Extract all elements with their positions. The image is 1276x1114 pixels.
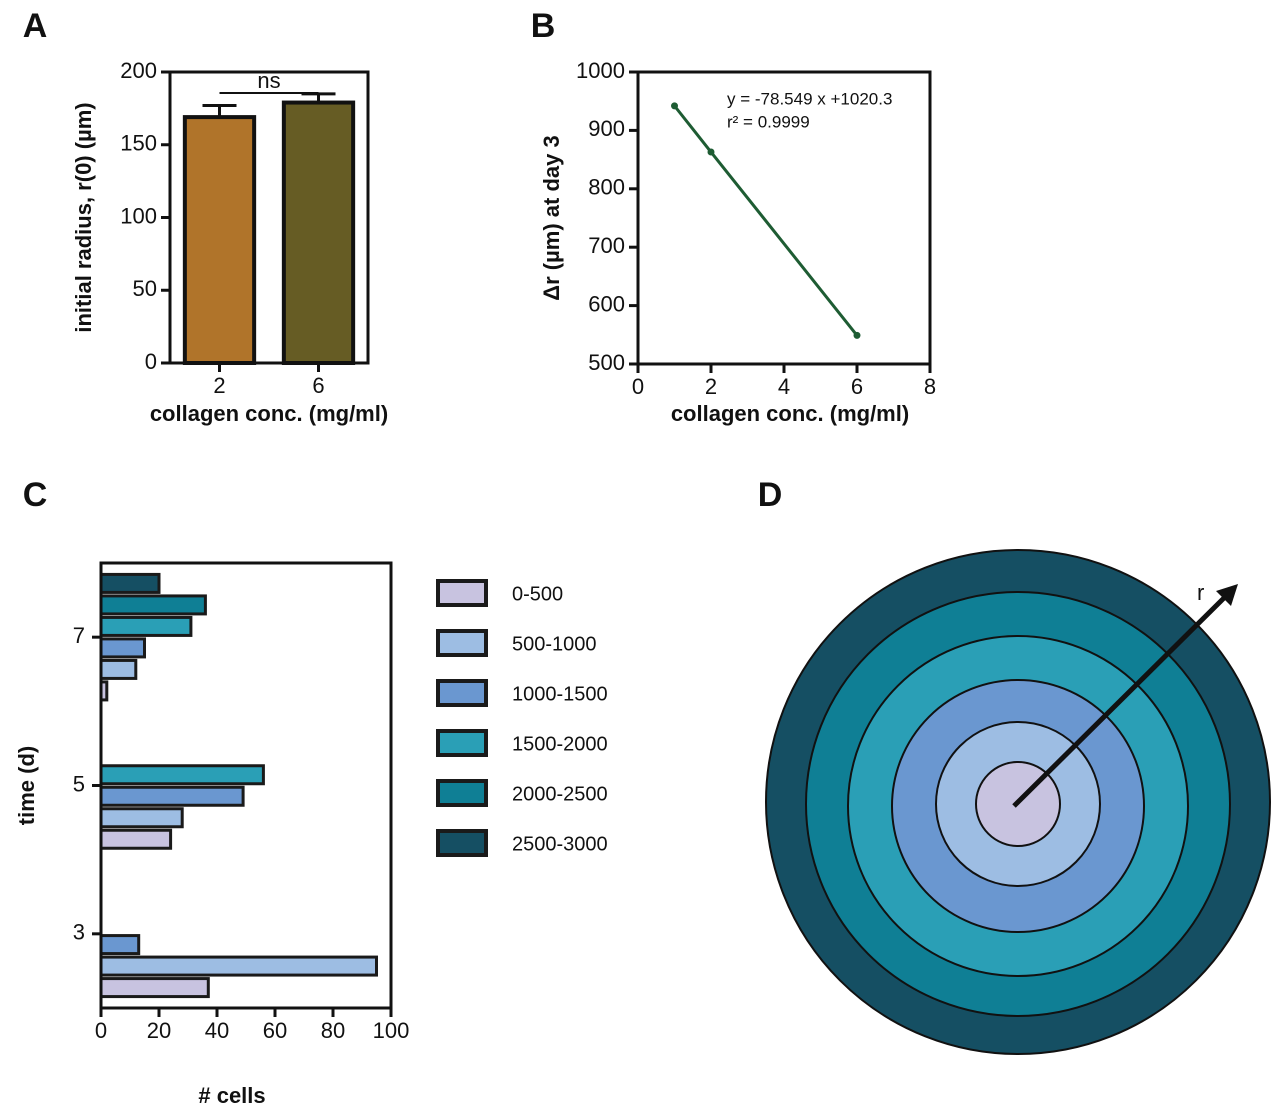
panel-label: A (23, 7, 48, 45)
point (853, 331, 861, 339)
bar (182, 115, 257, 366)
legend-label: 2000-2500 (512, 783, 608, 805)
arrow-head (1216, 584, 1238, 606)
y-tick-label: 0 (145, 349, 157, 374)
y-tick-label: 1000 (576, 58, 625, 83)
y-tick-label: 3 (73, 920, 85, 945)
x-tick-label: 60 (263, 1018, 287, 1043)
x-axis-label: collagen conc. (mg/ml) (671, 401, 909, 426)
x-tick-label: 2 (705, 374, 717, 399)
plot-frame (99, 561, 393, 1010)
y-axis-label: initial radius, r(0) (µm) (71, 102, 96, 332)
diagram-label: r (1197, 580, 1204, 605)
panel-label: B (531, 7, 556, 45)
bar (99, 658, 138, 680)
x-tick-label: 20 (147, 1018, 171, 1043)
y-tick-label: 50 (133, 276, 157, 301)
x-axis-label: # cells (198, 1083, 265, 1108)
legend-label: 0-500 (512, 583, 563, 605)
x-tick-label: 100 (373, 1018, 410, 1043)
legend-label: 1000-1500 (512, 683, 608, 705)
x-tick-label: 2 (213, 373, 225, 398)
bar (99, 977, 210, 999)
legend-label: 1500-2000 (512, 733, 608, 755)
y-tick-label: 900 (588, 116, 625, 141)
panel-label: D (758, 476, 783, 514)
point (671, 102, 678, 110)
line (673, 104, 859, 337)
bar (99, 955, 378, 977)
legend-swatch (436, 629, 488, 657)
bar (99, 764, 265, 786)
x-tick-label: 8 (924, 374, 936, 399)
x-tick-label: 0 (632, 374, 644, 399)
bar (99, 615, 193, 637)
y-tick-label: 200 (120, 58, 157, 83)
equation: y = -78.549 x +1020.3 (727, 89, 892, 108)
y-tick-label: 150 (120, 131, 157, 156)
bar (281, 100, 356, 366)
point (707, 148, 715, 156)
legend-label: 500-1000 (512, 633, 597, 655)
equation: r² = 0.9999 (727, 112, 810, 131)
bar (99, 594, 207, 616)
x-tick-label: 80 (321, 1018, 345, 1043)
legend-swatch (436, 729, 488, 757)
x-tick-label: 4 (778, 374, 790, 399)
y-tick-label: 500 (588, 350, 625, 375)
x-tick-label: 0 (95, 1018, 107, 1043)
bar (99, 828, 173, 850)
y-tick-label: 700 (588, 233, 625, 258)
bar (99, 934, 141, 956)
y-tick-label: 800 (588, 175, 625, 200)
legend-swatch (436, 829, 488, 857)
bar (99, 807, 184, 829)
radius-arrow (1012, 594, 1228, 808)
y-tick-label: 600 (588, 291, 625, 316)
x-tick-label: 40 (205, 1018, 229, 1043)
y-tick-label: 100 (120, 203, 157, 228)
legend-swatch (436, 779, 488, 807)
significance-label: ns (257, 68, 280, 93)
ring-diagram (765, 549, 1271, 1055)
legend-label: 2500-3000 (512, 833, 608, 855)
y-tick-label: 5 (73, 771, 85, 796)
y-axis-label: time (d) (14, 746, 39, 825)
y-tick-label: 7 (73, 623, 85, 648)
y-axis-label: Δr (µm) at day 3 (539, 135, 564, 300)
bar (99, 637, 146, 659)
x-tick-label: 6 (851, 374, 863, 399)
legend-swatch (436, 679, 488, 707)
bar (99, 572, 161, 594)
legend-swatch (436, 579, 488, 607)
x-tick-label: 6 (312, 373, 324, 398)
x-axis-label: collagen conc. (mg/ml) (150, 401, 388, 426)
bar (99, 785, 245, 807)
panel-label: C (23, 476, 48, 514)
